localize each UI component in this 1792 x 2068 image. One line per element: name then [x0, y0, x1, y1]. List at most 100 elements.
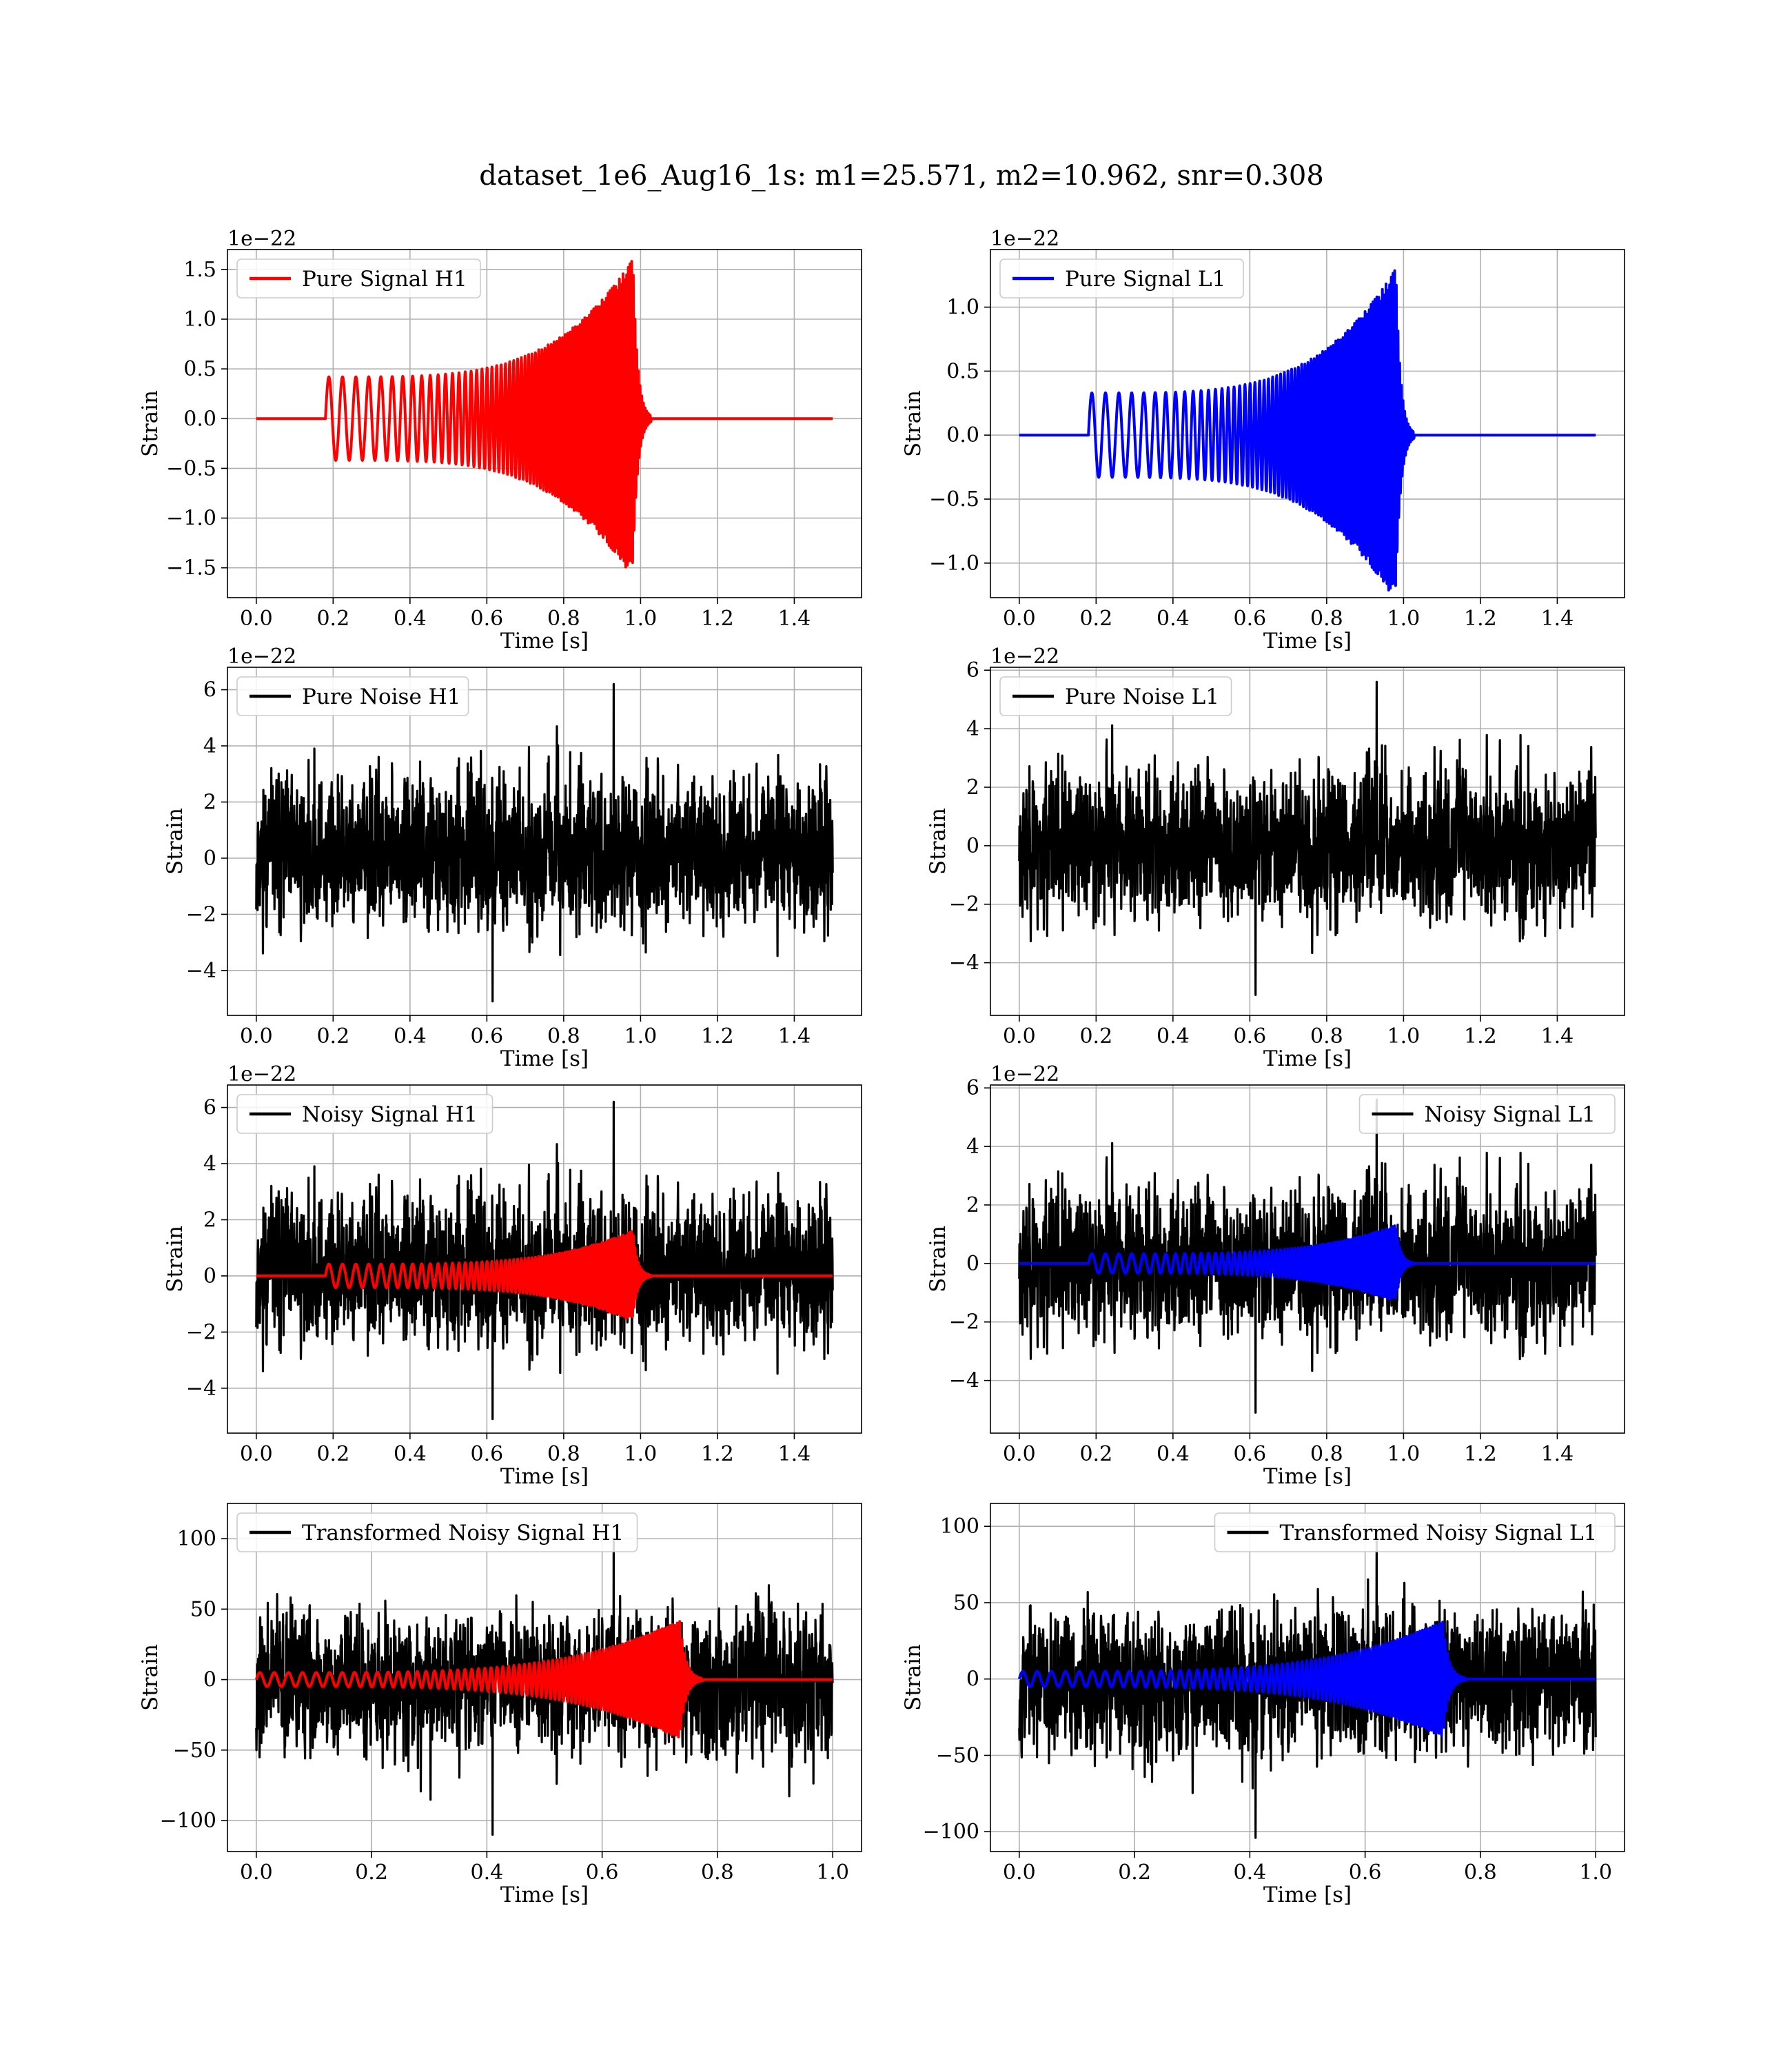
y-axis-label: Strain: [926, 1226, 950, 1292]
legend-label: Transformed Noisy Signal L1: [1280, 1521, 1598, 1545]
axes-frame: [990, 667, 1625, 1016]
series-line-overlay-1: [1018, 1224, 1597, 1301]
x-tick-label: 1.4: [778, 1442, 811, 1466]
y-tick-label: 0.0: [183, 407, 216, 431]
x-tick-label: 1.4: [1541, 1024, 1574, 1048]
y-tick-label: −2: [949, 893, 979, 917]
legend-label: Transformed Noisy Signal H1: [302, 1521, 624, 1545]
x-tick-label: 0.8: [1310, 607, 1343, 631]
panel-transformed-noisy-signal-h1: 0.0 0.2 0.4 0.6 0.8 1.0 −100 −50 0 50 100 Time [s] S…: [138, 1503, 862, 1907]
x-tick-label: 0.4: [1157, 1024, 1190, 1048]
legend-box: [999, 258, 1244, 298]
x-tick-label: 0.8: [1464, 1861, 1497, 1885]
axes-frame: [227, 249, 862, 598]
x-tick-label: 0.0: [240, 1024, 273, 1048]
y-tick-label: −0.5: [166, 456, 216, 480]
y-tick-label: 100: [177, 1527, 216, 1551]
x-tick-label: 1.0: [624, 1024, 658, 1048]
legend-box: [236, 1512, 638, 1552]
x-tick-label: 1.2: [701, 607, 734, 631]
x-tick-label: 1.4: [1541, 607, 1574, 631]
x-tick-label: 1.0: [1387, 1024, 1421, 1048]
x-axis-label: Time [s]: [1263, 1883, 1352, 1907]
y-tick-label: 6: [203, 678, 216, 702]
x-tick-label: 1.2: [1464, 607, 1497, 631]
legend-label: Pure Noise L1: [1065, 685, 1219, 709]
y-tick-label: −50: [173, 1738, 216, 1763]
x-tick-label: 0.6: [1234, 607, 1267, 631]
x-tick-label: 0.8: [547, 607, 580, 631]
y-tick-label: 1.0: [946, 296, 979, 320]
legend-label: Pure Signal L1: [1065, 267, 1225, 292]
y-tick-label: −2: [949, 1310, 979, 1335]
y-tick-label: 100: [940, 1514, 979, 1539]
y-tick-label: 4: [966, 717, 979, 741]
x-tick-label: 1.4: [778, 607, 811, 631]
y-tick-label: 0.5: [183, 357, 216, 381]
x-tick-label: 0.6: [1234, 1024, 1267, 1048]
x-tick-label: 0.4: [471, 1861, 504, 1885]
x-tick-label: 0.8: [1310, 1024, 1343, 1048]
x-tick-label: 1.0: [1579, 1861, 1612, 1885]
x-axis-label: Time [s]: [1263, 1046, 1352, 1071]
y-tick-label: 1.0: [183, 307, 216, 332]
axis-offset-label: 1e−22: [227, 227, 296, 251]
x-tick-label: 0.2: [1079, 1442, 1112, 1466]
legend: Pure Signal H1: [236, 258, 481, 298]
legend: Pure Noise H1: [236, 676, 469, 716]
x-tick-label: 1.2: [701, 1024, 734, 1048]
y-tick-label: −2: [186, 1320, 216, 1344]
axes-frame: [990, 1503, 1625, 1852]
x-axis-label: Time [s]: [500, 1883, 589, 1907]
panels: 0.0 0.2 0.4 0.6 0.8 1.0 1.2 1.4 −1.5 −1.0 −0.5 0.0 0…: [138, 227, 1625, 1907]
y-tick-label: 6: [203, 1096, 216, 1120]
y-tick-label: 0: [966, 1667, 979, 1692]
x-tick-label: 1.2: [1464, 1442, 1497, 1466]
y-tick-label: 1.5: [183, 258, 216, 282]
x-tick-label: 0.0: [1003, 1024, 1036, 1048]
x-tick-label: 0.4: [1234, 1861, 1267, 1885]
x-tick-label: 1.0: [816, 1861, 849, 1885]
series-line-overlay-1: [255, 1230, 834, 1319]
series-line-transformed-noisy-signal-l1: [1018, 1531, 1597, 1839]
x-tick-label: 0.6: [1234, 1442, 1267, 1466]
y-axis-label: Strain: [163, 1226, 187, 1292]
x-tick-label: 0.6: [471, 1442, 504, 1466]
panel-pure-noise-l1: 0.0 0.2 0.4 0.6 0.8 1.0 1.2 1.4 −4 −2 0 2 4 6 Time [s]…: [926, 645, 1625, 1071]
y-tick-label: 2: [966, 776, 979, 800]
x-tick-label: 0.2: [316, 607, 349, 631]
y-tick-label: 0: [966, 1252, 979, 1276]
y-axis-label: Strain: [901, 390, 926, 457]
y-tick-label: −0.5: [929, 487, 979, 511]
y-axis-label: Strain: [901, 1644, 926, 1711]
series-group: [255, 260, 834, 569]
x-tick-label: 0.6: [586, 1861, 619, 1885]
x-tick-label: 0.6: [1349, 1861, 1382, 1885]
axis-offset-label: 1e−22: [227, 1062, 296, 1086]
y-axis-label: Strain: [926, 808, 950, 875]
x-tick-label: 1.4: [778, 1024, 811, 1048]
x-tick-label: 0.0: [1003, 1442, 1036, 1466]
y-tick-label: −100: [160, 1809, 216, 1833]
series-line-overlay-1: [1017, 1621, 1597, 1737]
legend: Pure Noise L1: [999, 676, 1232, 716]
series-line-pure-signal-h1: [255, 260, 834, 569]
x-tick-label: 0.2: [355, 1861, 388, 1885]
x-tick-label: 0.2: [1079, 607, 1112, 631]
panel-noisy-signal-h1: 0.0 0.2 0.4 0.6 0.8 1.0 1.2 1.4 −4 −2 0 2 4 6 Time [s]…: [163, 1062, 862, 1489]
legend: Transformed Noisy Signal L1: [1214, 1512, 1616, 1552]
y-tick-label: 0: [966, 834, 979, 858]
y-tick-label: −1.5: [166, 556, 216, 580]
y-tick-label: 6: [966, 658, 979, 682]
legend-box: [1214, 1512, 1616, 1552]
axis-offset-label: 1e−22: [990, 1062, 1059, 1086]
x-tick-label: 0.0: [240, 1861, 273, 1885]
legend-box: [236, 676, 469, 716]
x-tick-label: 0.0: [1003, 1861, 1036, 1885]
x-tick-label: 0.0: [240, 607, 273, 631]
x-tick-label: 0.4: [1157, 1442, 1190, 1466]
y-tick-label: 50: [953, 1591, 979, 1615]
y-axis-label: Strain: [138, 390, 163, 457]
y-tick-label: 2: [203, 1208, 216, 1232]
y-tick-label: −1.0: [166, 507, 216, 531]
